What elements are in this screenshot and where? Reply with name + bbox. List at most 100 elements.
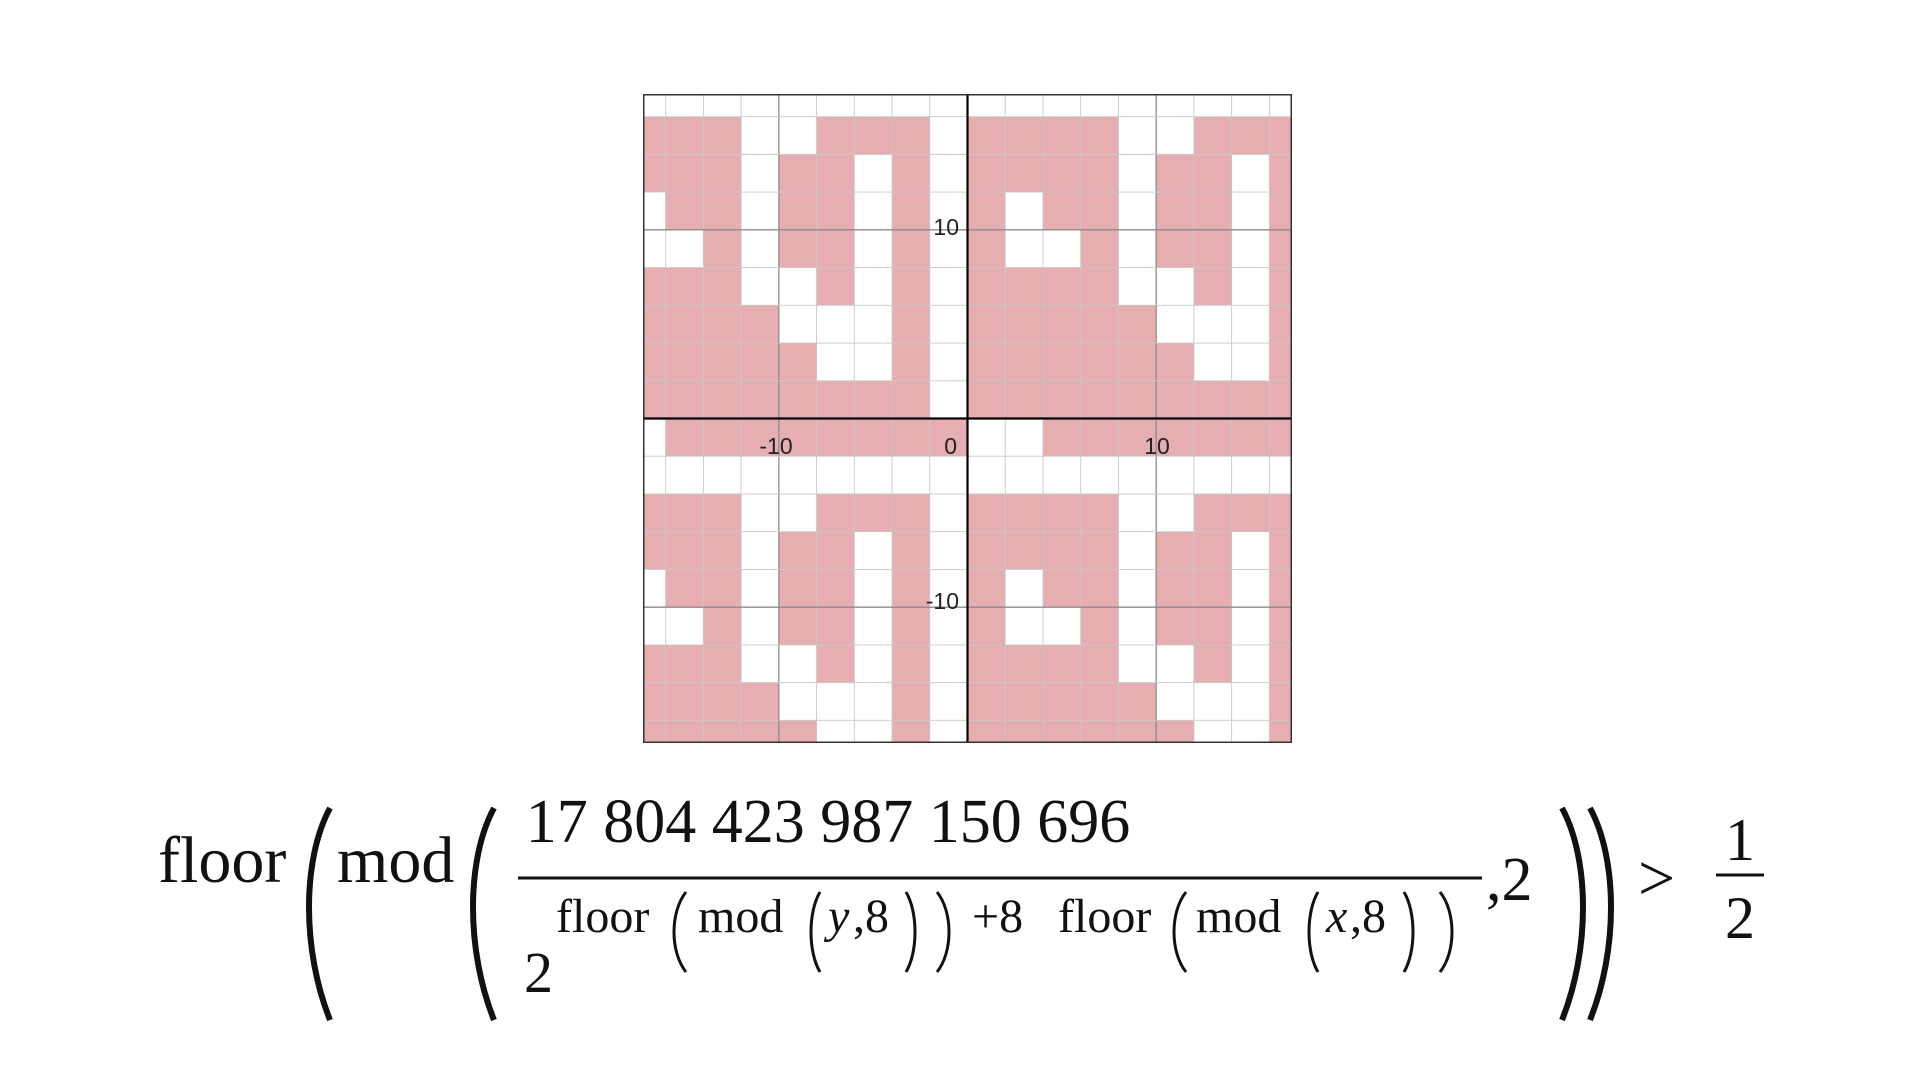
shaded-cell: [1118, 682, 1157, 721]
shaded-cell: [1156, 720, 1194, 743]
shaded-cell: [1193, 531, 1232, 570]
shaded-cell: [1080, 682, 1119, 721]
shaded-cell: [778, 720, 817, 743]
shaded-cell: [1156, 343, 1194, 381]
rhs-numerator: 1: [1725, 807, 1755, 873]
shaded-cell: [816, 192, 855, 230]
shaded-cell: [1042, 682, 1081, 721]
shaded-cell: [1118, 305, 1157, 344]
shaded-cell: [967, 305, 1006, 344]
shaded-cell: [1042, 720, 1081, 743]
shaded-cell: [816, 531, 855, 570]
shaded-cell: [1005, 531, 1043, 570]
shaded-cell: [1005, 720, 1043, 743]
shaded-cell: [665, 644, 704, 683]
shaded-cell: [854, 493, 893, 532]
shaded-cell: [643, 720, 666, 743]
shaded-cell: [778, 531, 817, 570]
inequality-formula: floor mod 17 804 423 987 150 696 2 floor…: [158, 788, 1764, 1022]
shaded-cell: [1193, 116, 1232, 155]
shaded-cell: [1269, 343, 1292, 381]
shaded-cell: [1080, 380, 1119, 419]
exponent-floor1-right-paren: [935, 891, 951, 973]
shaded-cell: [854, 418, 893, 457]
y-tick-pos-10: 10: [933, 214, 959, 240]
exponent-floor2-right-paren: [1438, 891, 1454, 973]
shaded-cell: [816, 229, 855, 268]
shaded-cell: [1156, 418, 1194, 457]
shaded-cell: [1042, 531, 1081, 570]
shaded-cell: [967, 720, 1006, 743]
shaded-cell: [967, 380, 1006, 419]
shaded-cell: [778, 569, 817, 608]
exponent-mod1-modulus: ,8: [853, 890, 889, 943]
shaded-cell: [665, 720, 704, 743]
shaded-cell: [967, 493, 1006, 532]
shaded-cell: [703, 267, 742, 306]
shaded-cell: [892, 531, 930, 570]
shaded-cell: [1042, 116, 1081, 155]
y-tick-neg-10: -10: [926, 588, 959, 614]
shaded-cell: [1118, 418, 1157, 457]
shaded-cell: [665, 305, 704, 344]
shaded-cell: [1193, 154, 1232, 193]
shaded-cell: [1269, 682, 1292, 721]
shaded-cell: [665, 418, 704, 457]
shaded-cell: [1231, 116, 1270, 155]
shaded-cell: [1080, 418, 1119, 457]
shaded-cell: [816, 644, 855, 683]
shaded-cell: [1042, 343, 1081, 381]
shaded-cell: [643, 644, 666, 683]
shaded-cell: [1080, 192, 1119, 230]
shaded-cell: [892, 644, 930, 683]
shaded-cell: [1193, 644, 1232, 683]
shaded-cell: [643, 343, 666, 381]
exponent-floor2-label: floor: [1058, 890, 1151, 943]
origin-label: 0: [944, 433, 957, 459]
shaded-cell: [643, 493, 666, 532]
shaded-cell: [703, 380, 742, 419]
shaded-cell: [665, 531, 704, 570]
shaded-cell: [741, 305, 779, 344]
shaded-cell: [741, 380, 779, 419]
rhs-denominator: 2: [1725, 885, 1755, 951]
shaded-cell: [778, 343, 817, 381]
shaded-cell: [1269, 229, 1292, 268]
shaded-cell: [892, 192, 930, 230]
exponent-mod2-label: mod: [1196, 890, 1281, 943]
shaded-cell: [741, 682, 779, 721]
shaded-cell: [1193, 418, 1232, 457]
shaded-cell: [665, 154, 704, 193]
shaded-cell: [1269, 154, 1292, 193]
shaded-cell: [816, 418, 855, 457]
shaded-cell: [1080, 267, 1119, 306]
numerator-constant: 17 804 423 987 150 696: [526, 788, 1131, 856]
shaded-cell: [929, 418, 968, 457]
shaded-cell: [1080, 493, 1119, 532]
shaded-cell: [816, 569, 855, 608]
shaded-cell: [1005, 644, 1043, 683]
shaded-cell: [892, 380, 930, 419]
shaded-cell: [703, 418, 742, 457]
shaded-cell: [1269, 644, 1292, 683]
shaded-cell: [643, 154, 666, 193]
shaded-cell: [816, 493, 855, 532]
shaded-cell: [1269, 116, 1292, 155]
exponent-mod1-left-paren: [809, 891, 822, 973]
exponent-floor1-left-paren: [672, 891, 688, 973]
shaded-cell: [703, 343, 742, 381]
shaded-cell: [967, 682, 1006, 721]
shaded-cell: [665, 192, 704, 230]
shaded-cell: [703, 192, 742, 230]
shaded-cell: [1080, 644, 1119, 683]
shaded-cell: [1193, 380, 1232, 419]
shaded-cell: [643, 531, 666, 570]
shaded-cell: [741, 720, 779, 743]
shaded-cell: [665, 569, 704, 608]
shaded-cell: [967, 343, 1006, 381]
shaded-cell: [1269, 720, 1292, 743]
shaded-cell: [1005, 380, 1043, 419]
shaded-cell: [967, 569, 1006, 608]
shaded-cell: [665, 116, 704, 155]
shaded-cell: [703, 644, 742, 683]
